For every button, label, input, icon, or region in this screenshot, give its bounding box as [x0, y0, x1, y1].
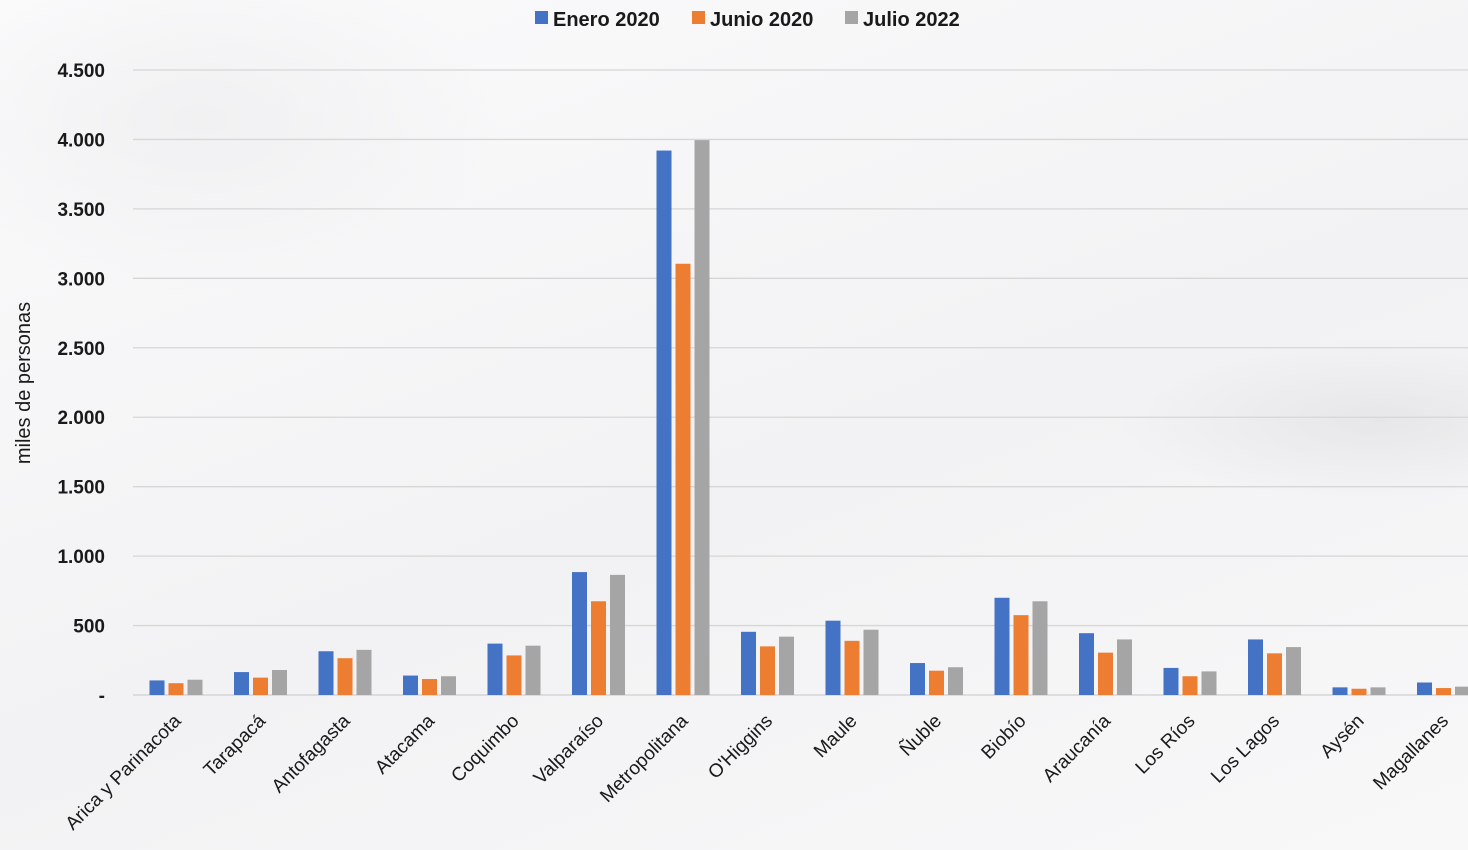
- bar-julio-2022: [1201, 671, 1217, 695]
- bar-enero-2020: [149, 680, 165, 695]
- bar-enero-2020: [1332, 687, 1348, 695]
- bar-enero-2020: [1248, 639, 1263, 695]
- bar-enero-2020: [825, 620, 841, 695]
- y-tick-label: 1.500: [57, 478, 105, 499]
- bar-julio-2022: [356, 649, 372, 695]
- y-tick-label: 3.000: [57, 269, 105, 290]
- bar-julio-2022: [1455, 686, 1468, 695]
- bar-junio-2020: [1098, 652, 1113, 695]
- bar-julio-2022: [187, 679, 203, 695]
- bar-junio-2020: [337, 658, 353, 695]
- bar-enero-2020: [318, 651, 334, 695]
- x-tick-label: Aysén: [1317, 711, 1369, 763]
- grid-layer: [133, 69, 1468, 696]
- legend-label: Enero 2020: [553, 9, 660, 31]
- bar-julio-2022: [1032, 601, 1048, 695]
- bar-junio-2020: [760, 646, 775, 695]
- y-tick-label: 500: [73, 617, 105, 638]
- bar-enero-2020: [994, 597, 1010, 695]
- x-tick-label: Antofagasta: [268, 710, 355, 797]
- legend-swatch: [535, 11, 548, 24]
- bar-enero-2020: [1079, 633, 1094, 695]
- bar-julio-2022: [1117, 639, 1132, 695]
- bar-julio-2022: [863, 629, 879, 695]
- bar-junio-2020: [1351, 688, 1367, 695]
- bar-julio-2022: [441, 676, 456, 695]
- bar-layer: [149, 140, 1468, 696]
- x-tick-label: Metropolitana: [596, 710, 693, 807]
- x-tick-label: Ñuble: [895, 710, 946, 761]
- bar-junio-2020: [844, 640, 860, 695]
- x-tick-label: Araucanía: [1039, 710, 1115, 786]
- bar-julio-2022: [779, 636, 794, 695]
- x-tick-label: Atacama: [371, 710, 439, 778]
- legend: Enero 2020 Junio 2020 Julio 2022: [535, 9, 960, 31]
- y-tick-label: 1.000: [57, 547, 105, 568]
- bar-junio-2020: [168, 683, 184, 695]
- x-tick-label: Coquimbo: [447, 711, 523, 787]
- bar-julio-2022: [525, 645, 541, 695]
- legend-swatch: [845, 11, 858, 24]
- bar-enero-2020: [910, 663, 925, 695]
- bar-enero-2020: [1163, 667, 1179, 695]
- x-tick-label: Maule: [810, 711, 861, 762]
- y-tick-label: 3.500: [57, 200, 105, 221]
- x-tick-label: Magallanes: [1369, 711, 1453, 795]
- bar-junio-2020: [591, 601, 606, 695]
- x-tick-label: Los Lagos: [1207, 711, 1284, 788]
- bar-julio-2022: [272, 670, 287, 695]
- bar-junio-2020: [1436, 688, 1451, 695]
- bar-julio-2022: [948, 667, 963, 695]
- bar-julio-2022: [1286, 647, 1301, 695]
- x-tick-label: Arica y Parinacota: [62, 710, 186, 834]
- bar-enero-2020: [234, 672, 249, 695]
- legend-label: Julio 2022: [863, 9, 960, 31]
- legend-swatch: [692, 11, 705, 24]
- y-tick-label: 4.500: [57, 61, 105, 82]
- bar-julio-2022: [694, 140, 710, 695]
- y-tick-label: 2.500: [57, 339, 105, 360]
- x-tick-label: Valparaíso: [530, 711, 608, 789]
- bar-enero-2020: [741, 631, 756, 695]
- x-tick-label: Biobío: [978, 711, 1031, 764]
- bar-junio-2020: [253, 677, 268, 695]
- bar-junio-2020: [1267, 653, 1282, 695]
- bar-junio-2020: [506, 655, 522, 695]
- bar-julio-2022: [1370, 687, 1386, 695]
- bar-enero-2020: [487, 643, 503, 695]
- legend-label: Junio 2020: [710, 9, 813, 31]
- x-tick-label: O'Higgins: [704, 711, 777, 784]
- x-tick-label: Tarapacá: [200, 710, 270, 780]
- axis-layer: - 500 1.000 1.500 2.000 2.500 3.000 3.500 4.000 4…: [57, 61, 1453, 835]
- bar-junio-2020: [422, 679, 437, 695]
- y-tick-label: 2.000: [57, 408, 105, 429]
- bar-junio-2020: [1182, 676, 1198, 695]
- bar-enero-2020: [572, 572, 587, 695]
- y-tick-label: 4.000: [57, 130, 105, 151]
- y-tick-label: -: [99, 686, 105, 707]
- x-tick-label: Los Ríos: [1132, 711, 1200, 779]
- bar-junio-2020: [1013, 615, 1029, 695]
- bar-enero-2020: [656, 150, 672, 696]
- y-axis-label: miles de personas: [13, 302, 35, 464]
- bar-julio-2022: [610, 574, 625, 695]
- bar-junio-2020: [675, 263, 691, 695]
- bar-enero-2020: [1417, 682, 1432, 695]
- bar-junio-2020: [929, 670, 944, 695]
- bar-enero-2020: [403, 675, 418, 695]
